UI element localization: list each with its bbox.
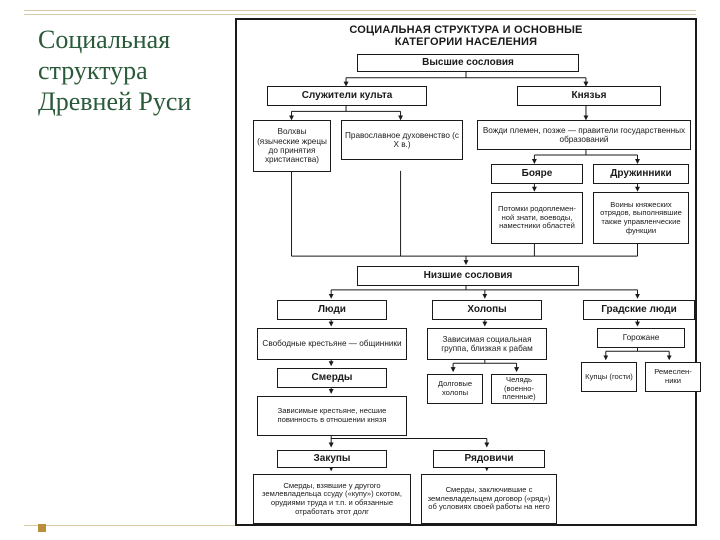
node-lower: Низшие сословия [357, 266, 579, 286]
node-holopy: Холопы [432, 300, 542, 320]
node-smerdy: Смерды [277, 368, 387, 388]
node-lyudi: Люди [277, 300, 387, 320]
node-gorozh: Горожане [597, 328, 685, 348]
node-smerdy-desc: Зависимые крестьяне, несшие повинность в… [257, 396, 407, 436]
node-boyars-desc: Потомки родоплемен­ной знати, воеводы, н… [491, 192, 583, 244]
node-volhvy: Волхвы (языческие жрецы до принятия хрис… [253, 120, 331, 172]
corner-marker [38, 524, 46, 532]
top-rule [24, 10, 696, 11]
node-cult: Служители культа [267, 86, 427, 106]
top-rule-2 [24, 14, 696, 15]
slide-title: Социальная структура Древней Руси [38, 24, 228, 118]
node-clergy: Православное духовенство (с X в.) [341, 120, 463, 160]
node-zav: Зависимая социальная группа, близкая к р… [427, 328, 547, 360]
diagram-title: СОЦИАЛЬНАЯ СТРУКТУРА И ОСНОВНЫЕ КАТЕГОРИ… [237, 24, 695, 48]
node-druzh-desc: Воины княжеских отрядов, выполнявшие так… [593, 192, 689, 244]
diagram-title-line2: КАТЕГОРИИ НАСЕЛЕНИЯ [237, 36, 695, 48]
node-boyars: Бояре [491, 164, 583, 184]
node-princes: Князья [517, 86, 661, 106]
diagram-panel: СОЦИАЛЬНАЯ СТРУКТУРА И ОСНОВНЫЕ КАТЕГОРИ… [235, 18, 697, 526]
node-grad: Градские люди [583, 300, 695, 320]
node-kuptsy: Купцы (гости) [581, 362, 637, 392]
node-ryad-desc: Смерды, заключившие с землевладельцем до… [421, 474, 557, 524]
node-obsch: Свободные крестьяне — общинники [257, 328, 407, 360]
node-zakupy: Закупы [277, 450, 387, 468]
node-remes: Ремеслен­ники [645, 362, 701, 392]
diagram-title-line1: СОЦИАЛЬНАЯ СТРУКТУРА И ОСНОВНЫЕ [349, 24, 582, 36]
node-chiefs: Вожди племен, позже — правители государс… [477, 120, 691, 150]
node-ryad: Рядовичи [433, 450, 545, 468]
node-dolg: Долговые холопы [427, 374, 483, 404]
node-chelyad: Челядь (военно­пленные) [491, 374, 547, 404]
node-zakupy-desc: Смерды, взявшие у другого землевладельца… [253, 474, 411, 524]
node-druzh: Дружинники [593, 164, 689, 184]
node-higher: Высшие сословия [357, 54, 579, 72]
